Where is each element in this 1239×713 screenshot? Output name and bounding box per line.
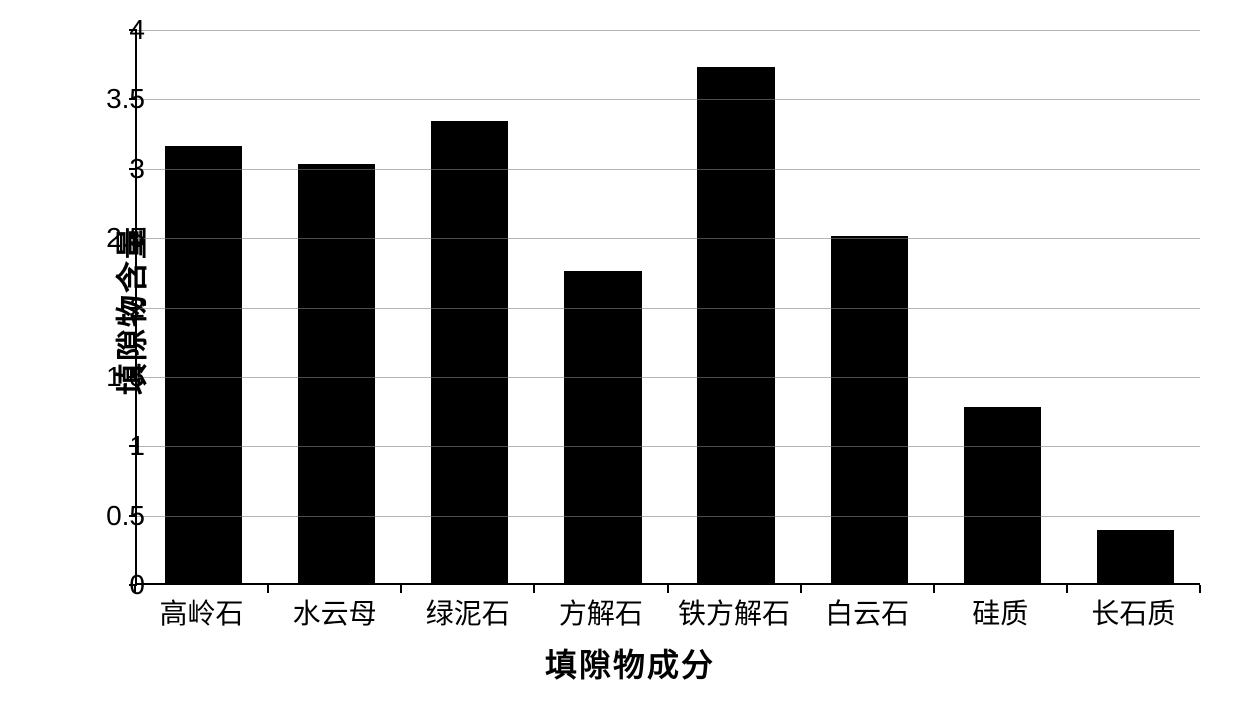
gridline	[137, 446, 1200, 447]
bar	[431, 121, 508, 583]
x-axis-label: 填隙物成分	[545, 640, 715, 686]
x-tick-mark	[1066, 585, 1068, 593]
x-tick-label: 方解石	[559, 592, 643, 632]
x-tick-mark	[933, 585, 935, 593]
x-tick-label: 铁方解石	[678, 592, 790, 632]
bars-container	[137, 30, 1200, 583]
gridline	[137, 516, 1200, 517]
bar	[697, 67, 774, 583]
y-tick-label: 4	[85, 14, 145, 46]
gridline	[137, 238, 1200, 239]
y-tick-label: 0.5	[85, 500, 145, 532]
bar	[1097, 530, 1174, 583]
gridline	[137, 377, 1200, 378]
bar	[964, 407, 1041, 583]
x-tick-label: 绿泥石	[426, 592, 510, 632]
x-tick-mark	[134, 585, 136, 593]
x-tick-mark	[267, 585, 269, 593]
y-tick-label: 0	[85, 569, 145, 601]
x-tick-mark	[533, 585, 535, 593]
x-tick-mark	[667, 585, 669, 593]
gridline	[137, 169, 1200, 170]
plot-area	[135, 30, 1200, 585]
gridline	[137, 30, 1200, 31]
x-tick-label: 白云石	[825, 592, 909, 632]
bar	[165, 146, 242, 583]
x-tick-label: 长石质	[1091, 592, 1175, 632]
x-tick-label: 水云母	[293, 592, 377, 632]
bar	[298, 164, 375, 583]
y-tick-label: 2	[85, 292, 145, 324]
x-tick-mark	[1199, 585, 1201, 593]
bar	[564, 271, 641, 583]
x-tick-mark	[400, 585, 402, 593]
y-tick-label: 3	[85, 153, 145, 185]
gridline	[137, 308, 1200, 309]
y-tick-label: 3.5	[85, 83, 145, 115]
x-tick-mark	[800, 585, 802, 593]
x-tick-label: 硅质	[972, 592, 1028, 632]
x-tick-label: 高岭石	[160, 592, 244, 632]
bar	[831, 236, 908, 583]
y-tick-label: 1	[85, 430, 145, 462]
chart-container: 填隙物含量 填隙物成分 00.511.522.533.54高岭石水云母绿泥石方解…	[40, 10, 1220, 700]
gridline	[137, 99, 1200, 100]
y-tick-label: 2.5	[85, 222, 145, 254]
y-tick-label: 1.5	[85, 361, 145, 393]
